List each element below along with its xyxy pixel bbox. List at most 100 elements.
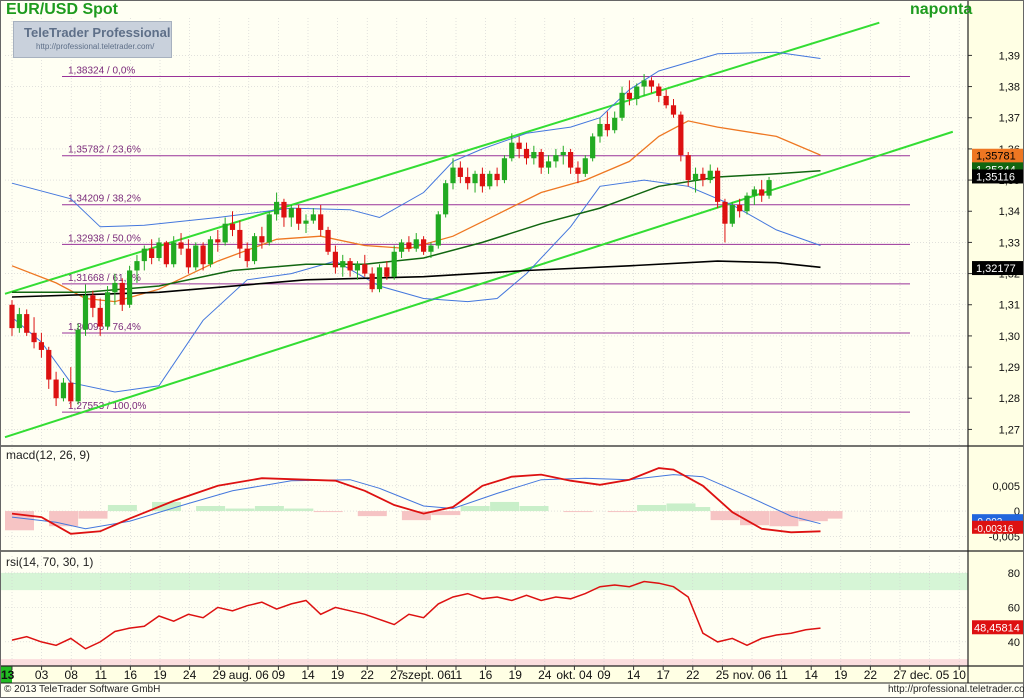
x-tick-label: okt. 04 (556, 668, 592, 682)
candle-body (149, 248, 155, 258)
candle-body (663, 95, 669, 106)
candle-body (516, 142, 522, 149)
macd-histogram-bar (401, 511, 431, 521)
x-tick-label: 16 (124, 668, 138, 682)
candle-body (171, 242, 177, 265)
candle-body (457, 167, 463, 177)
macd-histogram-bar (710, 511, 740, 521)
rsi-oversold-band (0, 659, 968, 666)
x-tick-label: 27 (390, 668, 404, 682)
period-label[interactable]: naponta (910, 1, 973, 18)
fibonacci-level-label: 1,35782 / 23,6% (68, 145, 141, 156)
candle-body (553, 155, 559, 162)
y-tick-label: 1,27 (999, 424, 1020, 436)
candle-body (127, 270, 133, 305)
x-tick-label: 22 (686, 668, 700, 682)
date-axis-area (0, 666, 968, 683)
macd-histogram-bar (813, 511, 843, 519)
x-tick-label: 19 (331, 668, 345, 682)
candle-body (193, 245, 199, 268)
price-label-text: 1,35781 (976, 151, 1016, 163)
macd-y-tick-label: -0,005 (989, 531, 1020, 543)
logo-name: TeleTrader Professional (24, 25, 171, 40)
date-axis-start-marker (0, 666, 12, 683)
rsi-value-box (972, 620, 1024, 635)
macd-histogram-bar (254, 506, 284, 512)
candle-body (568, 152, 574, 168)
candle-body (494, 173, 500, 181)
candle-body (612, 117, 618, 131)
candle-body (325, 229, 331, 252)
x-tick-label: 19 (509, 668, 523, 682)
x-tick-label: 10 (953, 668, 967, 682)
candle-body (766, 180, 772, 196)
candle-body (82, 295, 89, 330)
x-tick-label: nov. 06 (733, 668, 772, 682)
x-tick-label: szept. 06 (402, 668, 451, 682)
macd-histogram-bar (490, 501, 520, 512)
candle-body (509, 142, 515, 159)
macd-y-tick-label: 0 (1014, 506, 1020, 518)
candle-body (303, 220, 309, 224)
x-tick-label: 11 (95, 668, 108, 682)
x-tick-label: 22 (864, 668, 878, 682)
candle-body (215, 239, 221, 243)
macd-histogram-bar (313, 511, 343, 513)
candle-body (237, 229, 243, 249)
candle-body (626, 92, 632, 100)
ema-slow-line (11, 260, 821, 298)
fibonacci-level-label: 1,27553 / 100,0% (68, 401, 147, 412)
x-tick-label: 16 (479, 668, 493, 682)
right-axis-area (968, 0, 1024, 683)
macd-y-tick-label: 0,005 (992, 481, 1020, 493)
y-tick-label: 1,30 (999, 331, 1020, 343)
candle-body (582, 158, 588, 174)
candle-body (391, 251, 397, 277)
candle-body (163, 242, 169, 265)
macd-histogram-bar (460, 506, 490, 512)
macd-histogram-bar (740, 511, 769, 526)
x-tick-label: 11 (450, 668, 463, 682)
macd-value-text: -0,00316 (974, 524, 1014, 535)
candle-body (46, 349, 52, 380)
candle-body (398, 242, 405, 252)
candle-body (413, 239, 419, 249)
macd-histogram-bar (225, 508, 255, 512)
candle-body (692, 173, 699, 181)
teletrader-logo: TeleTrader Professional http://professio… (13, 21, 172, 58)
rsi-line (11, 580, 821, 650)
candle-body (450, 167, 456, 184)
x-tick-label: aug. 06 (229, 668, 269, 682)
rsi-overbought-band (0, 572, 968, 591)
candle-body (16, 314, 22, 329)
x-tick-label: 24 (183, 668, 197, 682)
macd-histogram-bar (78, 511, 108, 519)
candle-body (38, 342, 44, 350)
rsi-value-text: 48,45814 (974, 622, 1020, 634)
candle-body (274, 201, 280, 215)
candle-body (259, 236, 265, 243)
candle-body (318, 214, 324, 230)
trend-channel-lower (4, 130, 954, 439)
rsi-y-tick-label: 60 (1008, 602, 1020, 614)
x-tick-label: 19 (153, 668, 167, 682)
candle-body (90, 295, 96, 308)
candle-body (141, 248, 147, 262)
candle-body (465, 176, 471, 184)
candle-body (229, 223, 236, 230)
candle-body (443, 183, 449, 215)
footer-url[interactable]: http://professional.teletrader.com/ (888, 684, 1024, 695)
macd-histogram-bar (637, 504, 667, 512)
price-label-box (972, 261, 1024, 276)
fibonacci-level-label: 1,31668 / 61,8% (68, 273, 141, 284)
macd-histogram-bar (284, 508, 314, 512)
fibonacci-level-label: 1,30095 / 76,4% (68, 322, 141, 333)
candle-body (134, 261, 140, 271)
macd-histogram-bar (357, 511, 387, 517)
y-tick-label: 1,33 (999, 237, 1020, 249)
rsi-panel-label: rsi(14, 70, 30, 1) (6, 555, 94, 569)
y-tick-label: 1,29 (999, 362, 1020, 374)
candle-body (722, 201, 728, 224)
y-tick-label: 1,39 (999, 50, 1020, 62)
